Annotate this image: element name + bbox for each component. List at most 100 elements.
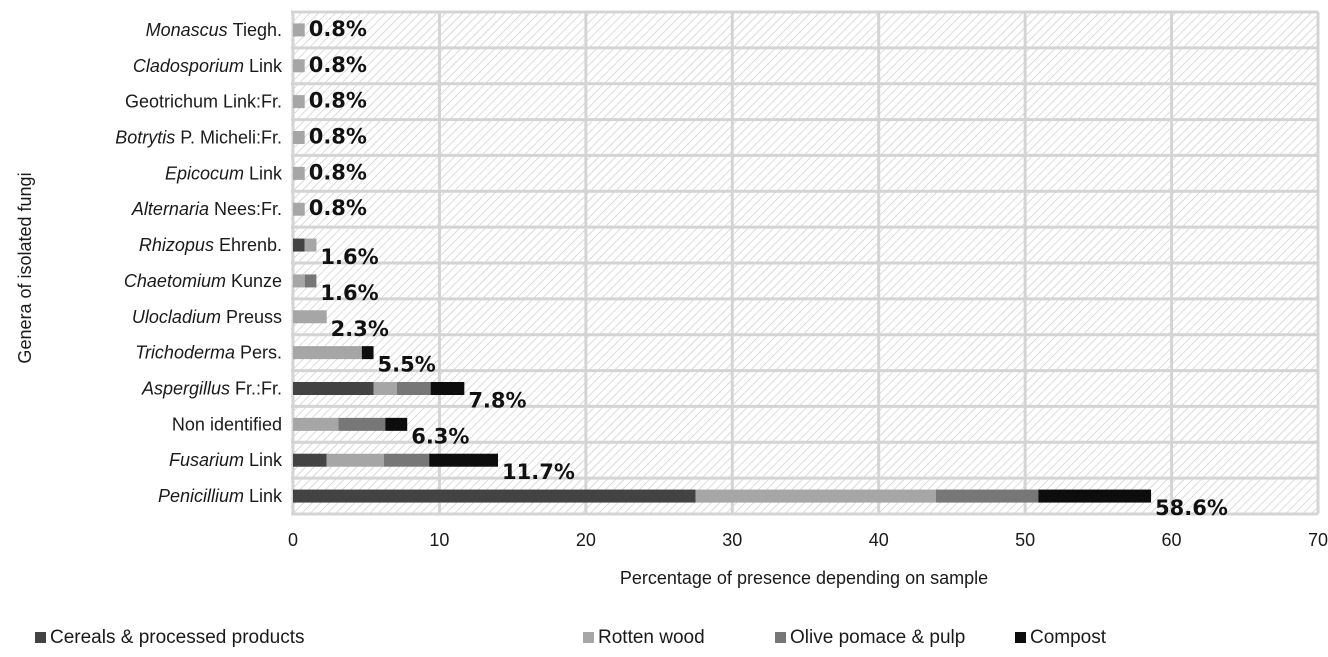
category-label: Chaetomium Kunze	[124, 271, 282, 291]
category-label: Ulocladium Preuss	[132, 307, 282, 327]
category-label-italic: Trichoderma	[135, 343, 235, 363]
x-tick-label: 70	[1308, 530, 1328, 550]
category-label-rest: Tiegh.	[228, 20, 282, 40]
bar-segment	[293, 346, 362, 360]
x-tick-label: 20	[576, 530, 596, 550]
bar-segment	[293, 453, 327, 467]
x-tick-label: 30	[722, 530, 742, 550]
data-label: 7.8%	[468, 389, 526, 413]
category-label: Rhizopus Ehrenb.	[139, 235, 282, 255]
bar-segment	[293, 95, 305, 109]
category-label-rest: Link	[244, 56, 283, 76]
category-label: Trichoderma Pers.	[135, 343, 282, 363]
category-label-rest: Non identified	[172, 414, 282, 434]
data-label: 1.6%	[320, 281, 378, 305]
category-label: Cladosporium Link	[133, 56, 283, 76]
y-axis-title: Genera of isolated fungi	[15, 172, 35, 363]
category-label: Botrytis P. Micheli:Fr.	[115, 128, 282, 148]
data-label: 0.8%	[309, 53, 367, 77]
category-label-rest: Kunze	[226, 271, 282, 291]
bar-segment	[304, 274, 317, 288]
category-label: Monascus Tiegh.	[146, 20, 282, 40]
bar-segment	[338, 417, 386, 431]
data-label: 2.3%	[331, 317, 389, 341]
category-label-rest: Preuss	[221, 307, 282, 327]
data-label: 0.8%	[309, 89, 367, 113]
category-label-italic: Chaetomium	[124, 271, 226, 291]
x-tick-label: 50	[1015, 530, 1035, 550]
data-labels: 0.8% 0.8% 0.8% 0.8% 0.8% 0.8% 1.6% 1.6% 2.3% 5.5%…	[309, 17, 1228, 520]
category-label-rest: Fr.:Fr.	[230, 379, 282, 399]
category-label-italic: Rhizopus	[139, 235, 214, 255]
bar-segment	[293, 489, 696, 503]
bar-segment	[383, 453, 430, 467]
legend-swatch	[1015, 632, 1026, 643]
x-tick-label: 0	[288, 530, 298, 550]
category-label-italic: Monascus	[146, 20, 228, 40]
data-label: 0.8%	[309, 125, 367, 149]
category-label-italic: Fusarium	[169, 450, 244, 470]
bar-segment	[429, 453, 498, 467]
data-label: 0.8%	[309, 196, 367, 220]
category-label: Penicillium Link	[158, 486, 283, 506]
category-label: Geotrichum Link:Fr.	[125, 92, 282, 112]
bar-segment	[935, 489, 1039, 503]
legend-label: Olive pomace & pulp	[790, 627, 965, 648]
legend-label: Compost	[1030, 627, 1107, 648]
bar-segment	[430, 382, 465, 395]
bar-segment	[293, 23, 305, 37]
bar-segment	[373, 382, 397, 395]
bar-segment	[304, 238, 317, 252]
legend-label: Rotten wood	[598, 627, 705, 648]
legend-swatch	[775, 632, 786, 643]
bar-segment	[293, 238, 305, 252]
data-label: 11.7%	[502, 460, 575, 484]
bar-segment	[293, 59, 305, 73]
bar-segment	[293, 417, 339, 431]
x-axis-title: Percentage of presence depending on samp…	[620, 568, 988, 588]
data-label: 6.3%	[411, 424, 469, 448]
legend-label: Cereals & processed products	[50, 627, 305, 648]
category-label: Aspergillus Fr.:Fr.	[141, 379, 282, 399]
category-label-italic: Epicocum	[165, 163, 244, 183]
x-tick-label: 10	[429, 530, 449, 550]
category-label-rest: Ehrenb.	[214, 235, 282, 255]
bar-segment	[1038, 489, 1152, 503]
data-label: 5.5%	[378, 353, 436, 377]
bar-segment	[293, 274, 305, 288]
category-label: Epicocum Link	[165, 163, 283, 183]
data-label: 58.6%	[1155, 496, 1228, 520]
bar-segment	[361, 346, 374, 360]
bar-segment	[293, 131, 305, 144]
category-label-italic: Ulocladium	[132, 307, 221, 327]
category-label-italic: Cladosporium	[133, 56, 244, 76]
bars	[293, 23, 1152, 503]
legend-swatch	[583, 632, 594, 643]
category-label-rest: Link	[244, 486, 283, 506]
bar-segment	[293, 310, 327, 324]
x-tick-label: 60	[1162, 530, 1182, 550]
category-labels: Monascus Tiegh. Cladosporium Link Geotrich…	[115, 20, 283, 506]
category-label: Alternaria Nees:Fr.	[131, 199, 282, 219]
x-tick-labels: 0 10 20 30 40 50 60 70	[288, 530, 1328, 550]
gridlines	[291, 10, 1320, 516]
category-label-italic: Aspergillus	[141, 379, 230, 399]
data-label: 0.8%	[309, 160, 367, 184]
category-label-italic: Botrytis	[115, 128, 175, 148]
bar-segment	[293, 202, 305, 216]
bar-segment	[695, 489, 936, 503]
category-label-italic: Alternaria	[131, 199, 209, 219]
legend-swatch	[35, 632, 46, 643]
category-label-rest: Link	[244, 163, 283, 183]
category-label-rest: P. Micheli:Fr.	[175, 128, 282, 148]
category-label-rest: Link	[244, 450, 283, 470]
bar-segment	[293, 382, 374, 395]
bar-segment	[385, 417, 408, 431]
bar-segment	[396, 382, 431, 395]
category-label-rest: Geotrichum Link:Fr.	[125, 92, 282, 112]
data-label: 0.8%	[309, 17, 367, 41]
category-label-rest: Nees:Fr.	[209, 199, 282, 219]
bar-segment	[293, 166, 305, 180]
category-label: Fusarium Link	[169, 450, 283, 470]
